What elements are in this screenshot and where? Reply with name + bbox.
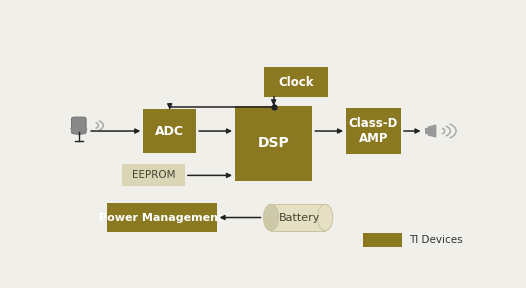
FancyBboxPatch shape: [72, 117, 86, 134]
Polygon shape: [428, 125, 436, 137]
Bar: [425, 128, 429, 134]
Bar: [271, 204, 325, 231]
Text: Power Management: Power Management: [99, 213, 224, 223]
Text: Battery: Battery: [279, 213, 320, 223]
Ellipse shape: [264, 204, 279, 231]
Text: EEPROM: EEPROM: [132, 170, 175, 180]
Bar: [122, 164, 185, 186]
Text: Class-D
AMP: Class-D AMP: [349, 117, 398, 145]
Bar: [346, 108, 401, 154]
Bar: [106, 203, 217, 232]
Bar: [143, 109, 196, 153]
Text: ADC: ADC: [155, 124, 184, 138]
Bar: [265, 67, 328, 97]
Text: Clock: Clock: [278, 76, 314, 89]
Bar: [235, 105, 312, 181]
Ellipse shape: [318, 204, 333, 231]
Text: TI Devices: TI Devices: [409, 235, 463, 245]
Bar: [363, 233, 402, 247]
Text: DSP: DSP: [258, 136, 289, 150]
